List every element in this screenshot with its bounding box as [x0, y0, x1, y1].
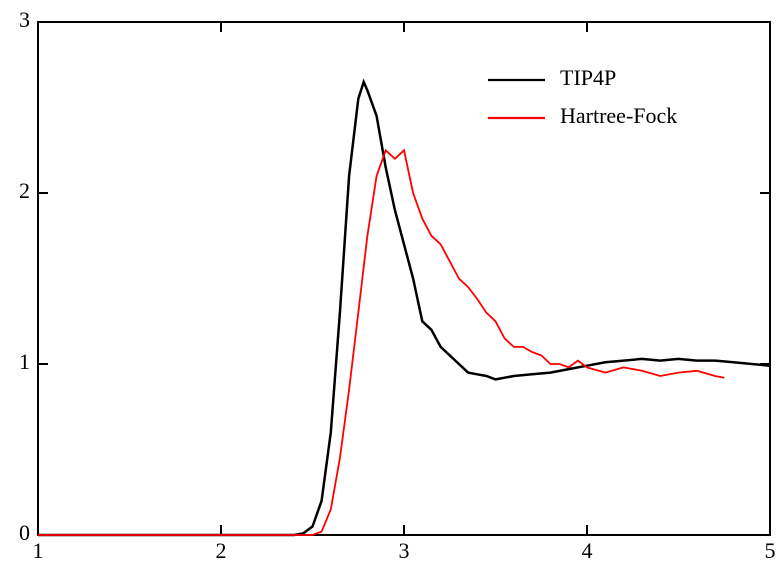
x-tick-label: 4: [582, 538, 593, 563]
data-line: [38, 148, 725, 536]
x-tick-label: 5: [765, 538, 776, 563]
x-tick-label: 2: [216, 538, 227, 563]
x-tick-label: 3: [399, 538, 410, 563]
data-line: [38, 78, 771, 537]
legend-label: Hartree-Fock: [560, 103, 677, 128]
y-tick-label: 3: [19, 7, 30, 32]
y-tick-label: 1: [19, 349, 30, 374]
legend-label: TIP4P: [560, 65, 616, 90]
y-tick-label: 2: [19, 178, 30, 203]
plot-frame: [37, 21, 771, 536]
x-tick-label: 1: [33, 538, 44, 563]
y-tick-label: 0: [19, 520, 30, 545]
